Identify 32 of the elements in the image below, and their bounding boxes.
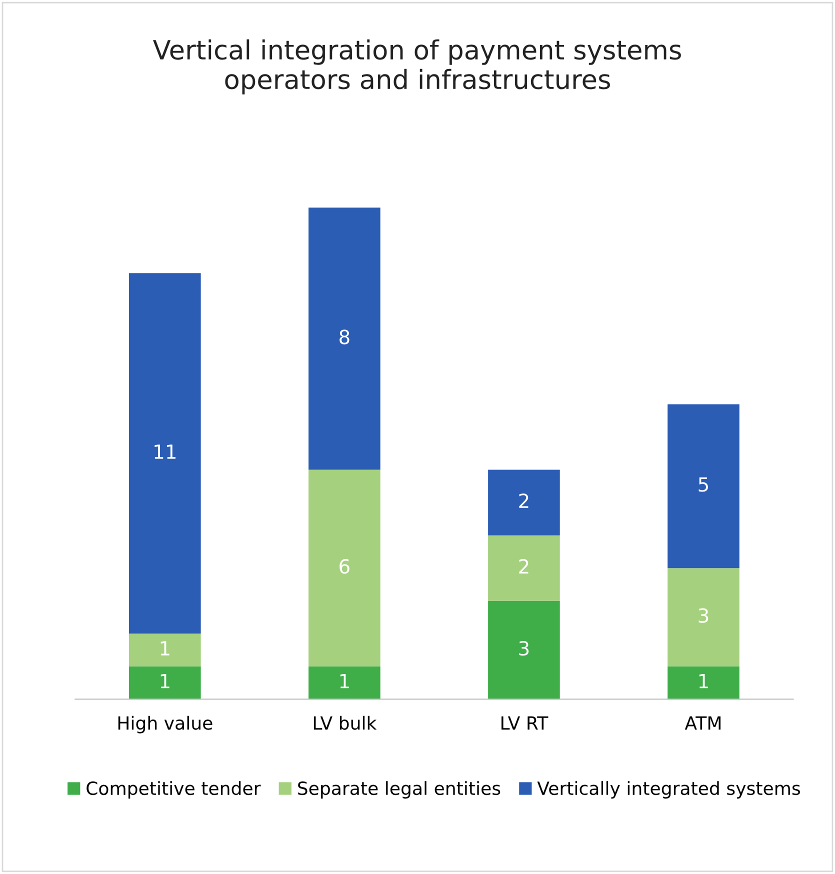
data-label: 3 [698,608,708,623]
data-label: 1 [160,674,170,688]
data-label: 8 [340,330,350,344]
bar [308,208,380,470]
data-label: 1 [160,641,170,656]
bar [129,273,201,634]
bar [668,666,740,700]
x-tick-label: LV bulk [314,716,377,730]
bar [488,535,560,601]
bar [668,404,740,568]
bar [129,634,201,666]
x-tick-label: ATM [684,716,721,730]
data-label: 3 [519,640,529,656]
bar [129,666,201,700]
legend-label: Competitive tender [86,781,261,799]
bar [668,568,740,666]
chart-title: Vertical integration of payment systems operators and infrastructures [152,39,681,94]
data-label: 1 [340,674,349,688]
bar [488,470,560,536]
x-tick-label: High value [118,716,212,734]
legend-label: Separate legal entities [298,781,500,799]
x-tick-label: LV RT [502,716,548,730]
data-label: 11 [154,444,176,459]
bar [308,470,380,666]
data-label: 6 [340,559,350,574]
data-label: 2 [519,559,528,574]
bar [488,600,560,700]
legend-label: Vertically integrated systems [537,781,800,799]
data-label: 5 [698,477,708,492]
bar [308,666,380,700]
data-label: 2 [519,493,528,508]
data-label: 1 [699,674,708,688]
